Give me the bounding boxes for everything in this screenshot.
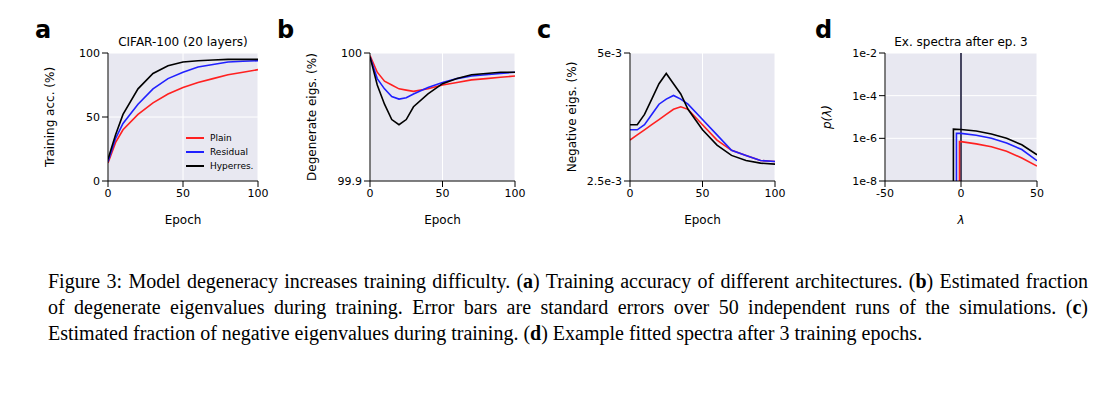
svg-text:50: 50 xyxy=(86,111,100,124)
html-text:CIFAR-100 (20 layers): CIFAR-100 (20 layers) xyxy=(118,35,248,49)
html-text:d: d xyxy=(815,16,833,44)
svg-text:Epoch: Epoch xyxy=(684,213,721,227)
svg-text:Negative eigs. (%): Negative eigs. (%) xyxy=(565,62,579,173)
svg-text:0: 0 xyxy=(627,187,634,200)
html-text:Hyperres.: Hyperres. xyxy=(210,161,254,171)
svg-text:0: 0 xyxy=(367,187,374,200)
svg-text:0: 0 xyxy=(93,175,100,188)
svg-text:1e-4: 1e-4 xyxy=(852,90,877,103)
html-text:Ex. spectra after ep. 3: Ex. spectra after ep. 3 xyxy=(894,35,1028,49)
html-text:Residual: Residual xyxy=(210,147,248,157)
svg-text:0: 0 xyxy=(105,187,112,200)
svg-text:1e-6: 1e-6 xyxy=(852,132,877,145)
svg-text:λ: λ xyxy=(956,213,964,227)
svg-text:5e-3: 5e-3 xyxy=(597,47,622,60)
svg-text:1e-8: 1e-8 xyxy=(852,175,877,188)
svg-text:100: 100 xyxy=(341,47,362,60)
svg-text:100: 100 xyxy=(505,187,526,200)
svg-text:50: 50 xyxy=(176,187,190,200)
svg-text:Training acc. (%): Training acc. (%) xyxy=(43,67,57,168)
svg-text:100: 100 xyxy=(79,47,100,60)
html-text:c: c xyxy=(537,16,552,44)
html-text:Plain: Plain xyxy=(210,133,232,143)
svg-text:0: 0 xyxy=(958,187,965,200)
html-text:b: b xyxy=(277,16,295,44)
svg-text:1e-2: 1e-2 xyxy=(852,47,877,60)
svg-text:Epoch: Epoch xyxy=(165,213,202,227)
svg-text:50: 50 xyxy=(1030,187,1044,200)
svg-text:Epoch: Epoch xyxy=(424,213,461,227)
svg-text:p(λ): p(λ) xyxy=(820,105,834,130)
svg-text:50: 50 xyxy=(696,187,710,200)
html-text:Figure 3: Model degeneracy inc: Figure 3: Model degeneracy increases tra… xyxy=(48,270,1088,344)
svg-text:99.9: 99.9 xyxy=(338,175,363,188)
svg-text:100: 100 xyxy=(248,187,269,200)
svg-text:50: 50 xyxy=(436,187,450,200)
svg-text:Degenerate eigs. (%): Degenerate eigs. (%) xyxy=(305,53,319,181)
html-text:a: a xyxy=(35,16,52,44)
svg-text:-50: -50 xyxy=(876,187,894,200)
svg-text:2.5e-3: 2.5e-3 xyxy=(587,175,622,188)
svg-text:100: 100 xyxy=(765,187,786,200)
